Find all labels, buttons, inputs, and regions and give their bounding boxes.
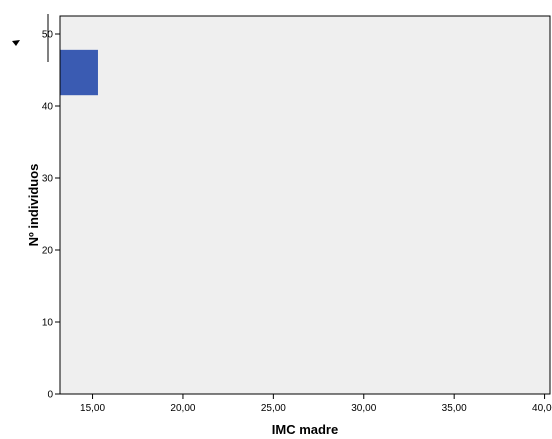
x-tick-label: 20,00 — [170, 403, 195, 414]
y-tick-label: 10 — [42, 318, 54, 329]
x-axis-title: IMC madre — [272, 422, 338, 437]
chart-marker — [12, 14, 49, 62]
y-tick-label: 20 — [42, 246, 54, 257]
x-tick-label: 25,00 — [261, 403, 286, 414]
plot-background — [59, 15, 551, 395]
histogram-bar — [60, 49, 98, 96]
y-tick-label: 30 — [42, 174, 54, 185]
x-tick-label: 35,00 — [442, 403, 467, 414]
x-tick-label: 40,00 — [532, 403, 552, 414]
y-tick-label: 40 — [42, 102, 54, 113]
x-tick-label: 15,00 — [80, 403, 105, 414]
x-tick-label: 30,00 — [351, 403, 376, 414]
y-axis-title: Nº individuos — [26, 164, 41, 247]
y-tick-label: 0 — [47, 390, 53, 401]
